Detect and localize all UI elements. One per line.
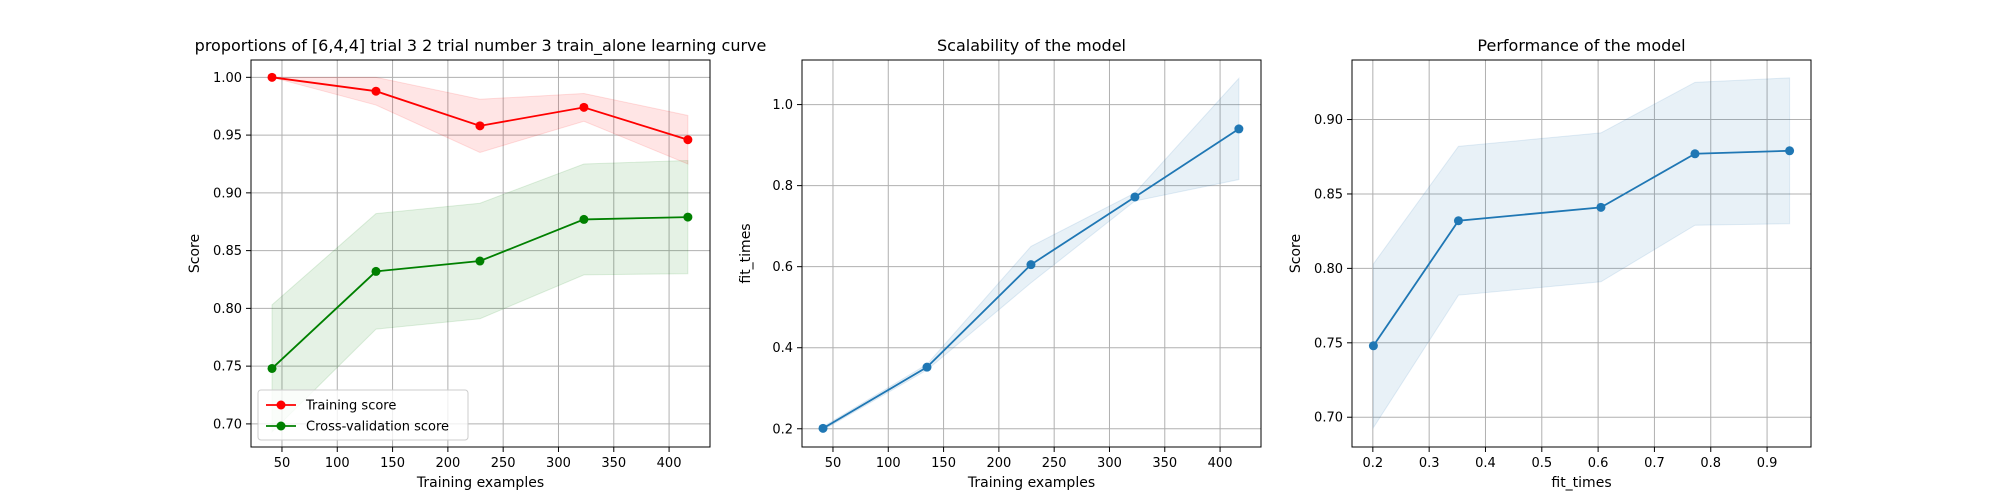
data-point [818,423,828,433]
y-tick-label: 0.90 [1314,113,1343,128]
y-axis-label: Score [187,234,203,273]
chart-panel-3: 0.2 0.3 0.4 0.5 0.6 0.7 0.8 0.9 0.70 0.75 0.80 0.85… [1288,36,1812,491]
axes-frame [801,59,1262,448]
x-tick-label: 0.3 [1419,456,1440,471]
y-axis-label: fit_times [738,223,754,283]
y-tick-label: 0.90 [213,186,242,201]
x-tick-label: 150 [931,456,956,471]
y-tick-label: 1.00 [213,71,242,86]
chart-title: proportions of [6,4,4] trial 3 2 trial n… [195,36,767,56]
data-point [1026,260,1036,270]
confidence-band-2 [271,159,689,434]
x-tick-label: 400 [1208,456,1233,471]
data-point [1596,202,1606,212]
data-point [579,214,589,224]
x-tick-label: 100 [325,456,350,471]
data-point [267,72,277,82]
y-tick-label: 0.85 [1314,187,1343,202]
data-point [1368,341,1378,351]
x-tick-label: 0.6 [1588,456,1609,471]
legend-swatch-marker [276,400,286,410]
x-tick-label: 150 [380,456,405,471]
x-axis-label: Training examples [967,475,1095,491]
x-tick-label: 200 [986,456,1011,471]
legend: Training score Cross-validation score [257,389,469,441]
data-point [683,135,693,145]
data-point [475,256,485,266]
y-tick-label: 0.85 [213,244,242,259]
chart-title: Performance of the model [1477,36,1685,55]
x-tick-label: 50 [825,456,842,471]
x-tick-label: 350 [1152,456,1177,471]
y-tick-label: 0.4 [772,341,793,356]
y-axis-label: Score [1288,234,1304,273]
data-point [267,363,277,373]
x-tick-label: 350 [601,456,626,471]
x-tick-label: 250 [491,456,516,471]
y-tick-label: 0.75 [1314,336,1343,351]
y-tick-label: 0.80 [1314,262,1343,277]
confidence-band-1 [1372,77,1791,430]
y-tick-label: 0.75 [213,360,242,375]
data-point [475,121,485,131]
legend-box [257,389,469,441]
y-tick-label: 0.70 [1314,411,1343,426]
chart-title: Scalability of the model [937,36,1126,55]
x-tick-label: 50 [274,456,291,471]
x-tick-label: 200 [435,456,460,471]
x-tick-label: 0.7 [1644,456,1665,471]
x-axis-label: fit_times [1551,475,1611,491]
x-tick-label: 300 [546,456,571,471]
data-point [922,362,932,372]
x-tick-label: 100 [876,456,901,471]
x-tick-label: 0.8 [1700,456,1721,471]
chart-panel-1: 50 100 150 200 250 300 350 400 0.70 0.75 0.80 0.85 0… [187,36,766,491]
y-tick-label: 0.80 [213,302,242,317]
legend-entry-label: Cross-validation score [306,420,449,435]
data-point [1234,124,1244,134]
y-tick-label: 0.6 [772,260,793,275]
data-point [1690,149,1700,159]
data-point [1453,216,1463,226]
x-tick-label: 300 [1097,456,1122,471]
y-tick-label: 0.95 [213,129,242,144]
data-point [1785,146,1795,156]
axes-frame [1351,59,1812,448]
x-axis-label: Training examples [416,475,544,491]
x-tick-label: 0.9 [1757,456,1778,471]
legend-swatch-marker [276,421,286,431]
data-point [371,86,381,96]
confidence-band-1 [822,76,1240,431]
data-point [1130,192,1140,202]
x-tick-label: 0.5 [1531,456,1552,471]
y-tick-label: 0.70 [213,417,242,432]
data-point [579,102,589,112]
legend-entry-label: Training score [305,399,396,414]
axes-frame [250,59,711,448]
x-tick-label: 0.4 [1475,456,1496,471]
y-tick-label: 0.2 [772,422,793,437]
x-tick-label: 400 [657,456,682,471]
chart-panel-2: 50 100 150 200 250 300 350 400 0.2 0.4 0.6 0.8 1.0 Sc… [738,36,1262,491]
x-tick-label: 250 [1042,456,1067,471]
x-tick-label: 0.2 [1362,456,1383,471]
y-tick-label: 1.0 [772,98,793,113]
y-tick-label: 0.8 [772,179,793,194]
data-point [371,266,381,276]
data-point [683,212,693,222]
